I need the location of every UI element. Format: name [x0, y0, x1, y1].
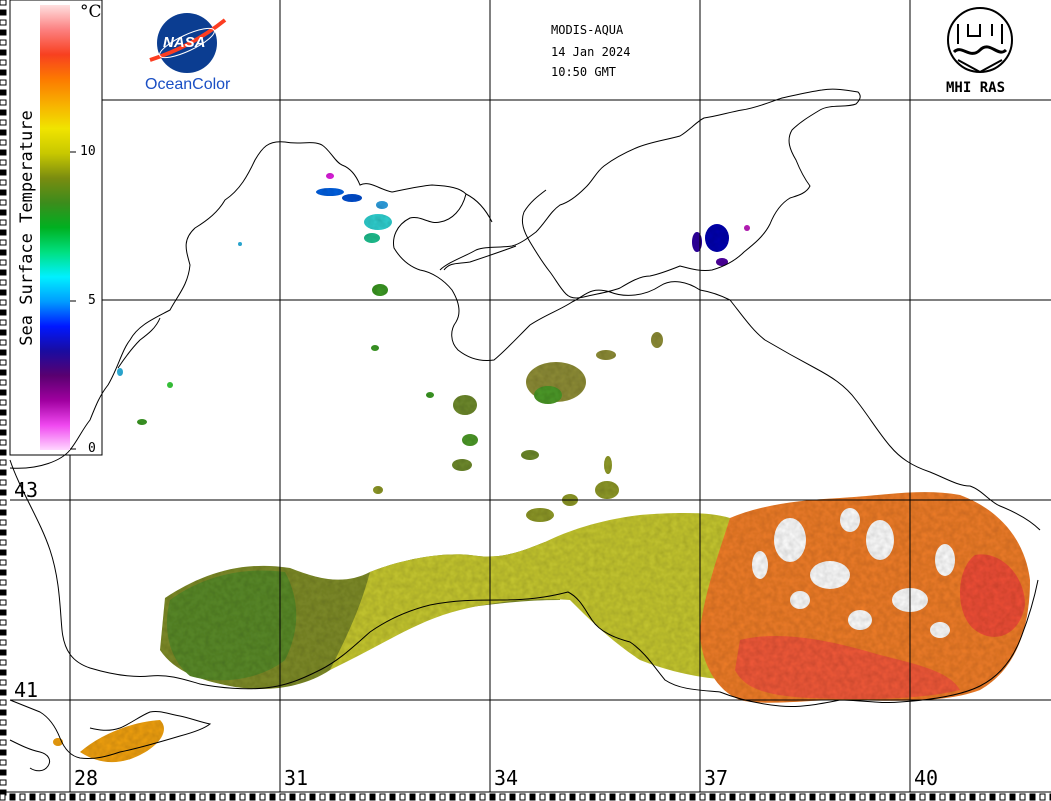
colorbar-title: Sea Surface Temperature — [17, 110, 37, 346]
lat-label-41: 41 — [14, 678, 39, 702]
colorbar-tick-10: 10 — [80, 144, 96, 159]
legend-panel — [9, 0, 103, 456]
oceancolor-text: OceanColor — [145, 76, 231, 93]
colorbar-tick-0: 0 — [88, 441, 96, 456]
mhi-text: MHI RAS — [946, 80, 1006, 96]
sst-hotspot-east — [960, 554, 1025, 637]
time-label: 10:50 GMT — [551, 65, 617, 79]
lon-label-31: 31 — [284, 766, 309, 790]
lat-label-43: 43 — [14, 478, 39, 502]
sst-patches-north — [53, 173, 750, 763]
sst-hotspot-south — [735, 635, 960, 700]
lon-label-34: 34 — [494, 766, 519, 790]
date-label: 14 Jan 2024 — [551, 45, 631, 59]
colorbar-ticks — [70, 151, 76, 450]
colorbar-tick-5: 5 — [88, 293, 96, 308]
satellite-label: MODIS-AQUA — [551, 23, 624, 37]
frame-ticks-left — [0, 0, 7, 796]
sst-band-west-green — [166, 570, 297, 681]
colorbar-unit: °C — [80, 2, 102, 22]
frame-ticks-bottom — [0, 791, 1051, 801]
nasa-logo-text: NASA — [163, 34, 206, 51]
lon-label-37: 37 — [704, 766, 729, 790]
nasa-logo — [149, 13, 227, 73]
colorbar — [40, 5, 70, 450]
sst-band-mid — [330, 513, 730, 680]
sst-field — [53, 173, 1030, 763]
lon-label-40: 40 — [914, 766, 939, 790]
lon-label-28: 28 — [74, 766, 99, 790]
mhi-logo — [947, 7, 1013, 74]
coastline — [9, 88, 1041, 772]
